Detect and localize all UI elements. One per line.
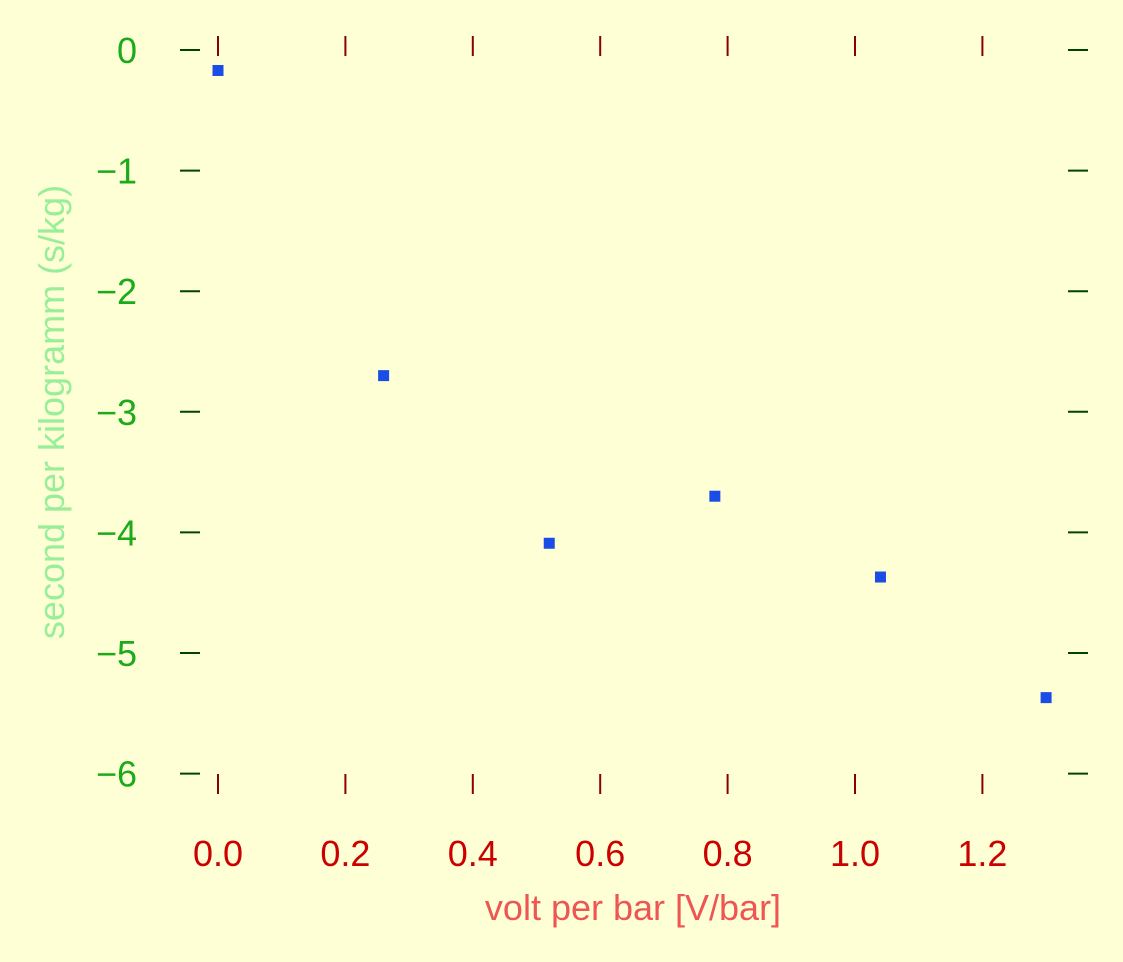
- x-tick-label: 1.0: [830, 833, 880, 874]
- data-point: [212, 65, 224, 77]
- data-point: [874, 571, 886, 583]
- y-tick-label: −1: [96, 151, 137, 192]
- data-points: [212, 65, 1052, 704]
- data-point: [543, 537, 555, 549]
- y-axis-label: second per kilogramm (s/kg): [31, 185, 72, 639]
- y-tick-label: −6: [96, 754, 137, 795]
- x-tick-label: 0.2: [320, 833, 370, 874]
- data-point: [1040, 692, 1052, 704]
- y-tick-label: −4: [96, 512, 137, 553]
- x-tick-label: 0.6: [575, 833, 625, 874]
- x-axis-ticks: 0.0 0.2 0.4 0.6 0.8 1.0 1.2: [193, 36, 1007, 874]
- y-tick-label: 0: [117, 30, 137, 71]
- x-tick-label: 0.4: [448, 833, 498, 874]
- x-tick-label: 0.0: [193, 833, 243, 874]
- y-tick-label: −5: [96, 633, 137, 674]
- data-point: [378, 370, 390, 382]
- x-axis-label: volt per bar [V/bar]: [485, 887, 781, 928]
- y-tick-label: −2: [96, 271, 137, 312]
- x-tick-label: 0.8: [703, 833, 753, 874]
- data-point: [709, 490, 721, 502]
- y-tick-label: −3: [96, 392, 137, 433]
- y-axis-ticks: 0 −1 −2 −3 −4 −5 −6: [96, 30, 1088, 795]
- x-tick-label: 1.2: [957, 833, 1007, 874]
